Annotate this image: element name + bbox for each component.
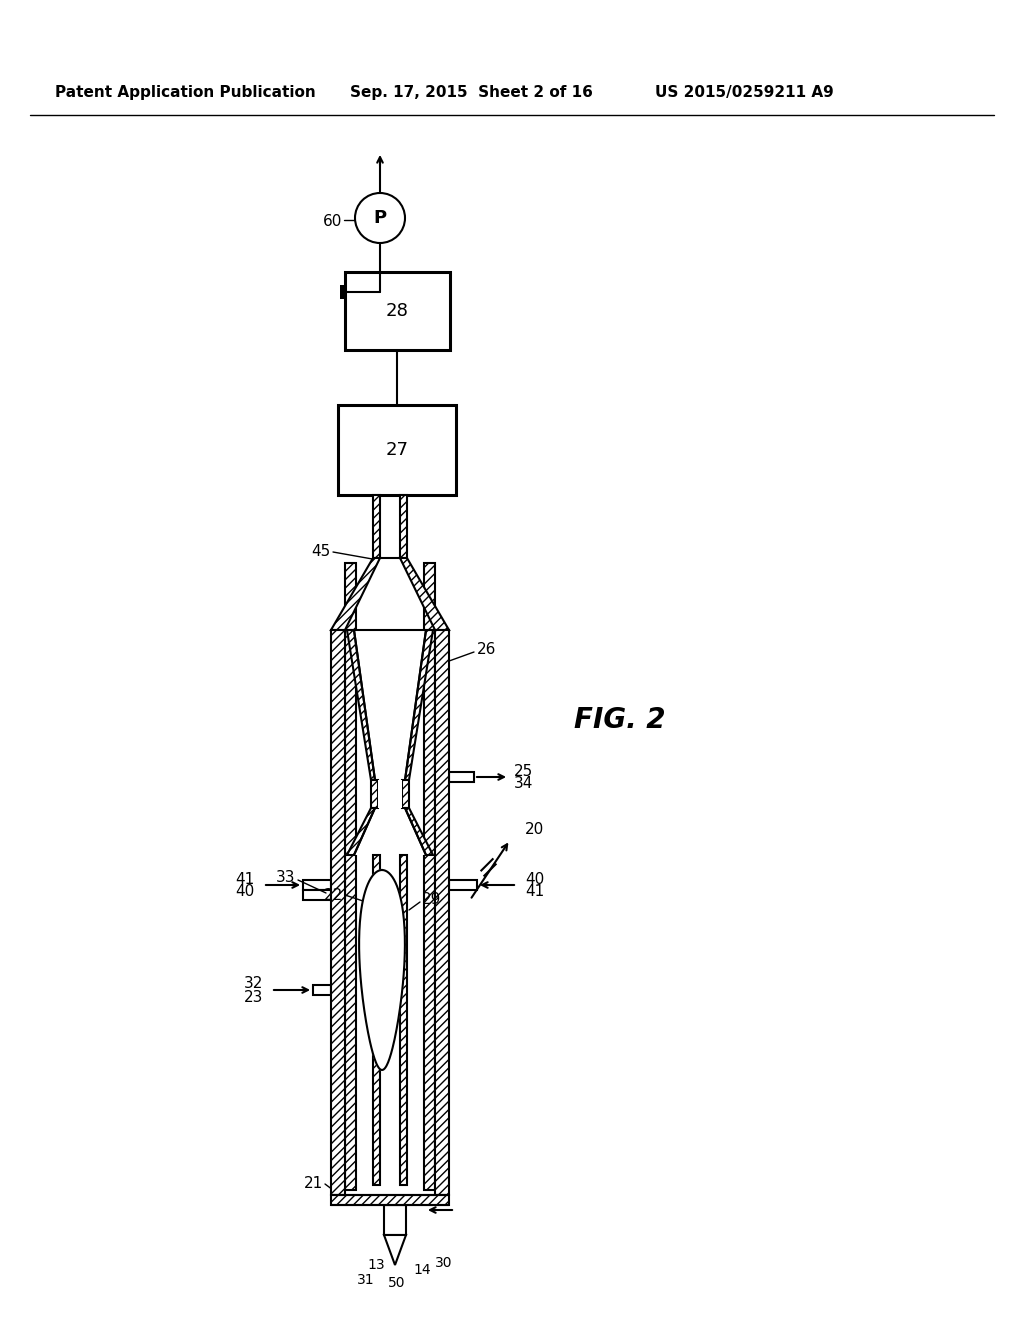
- Polygon shape: [354, 630, 426, 780]
- Text: 40: 40: [236, 884, 255, 899]
- Polygon shape: [406, 630, 433, 780]
- Text: 23: 23: [244, 990, 263, 1005]
- Text: 41: 41: [236, 871, 255, 887]
- Bar: [384, 1205, 406, 1236]
- Bar: [400, 1197, 410, 1203]
- Text: 27: 27: [385, 441, 409, 459]
- Bar: [313, 985, 331, 995]
- Bar: [371, 780, 378, 808]
- Bar: [331, 630, 345, 1195]
- Polygon shape: [384, 1236, 406, 1265]
- Text: 29: 29: [422, 892, 441, 908]
- Bar: [449, 880, 477, 890]
- Bar: [373, 495, 380, 558]
- Bar: [383, 1197, 393, 1203]
- Bar: [344, 272, 450, 350]
- Text: 25: 25: [514, 763, 534, 779]
- Circle shape: [355, 193, 406, 243]
- Text: 40: 40: [525, 871, 544, 887]
- Text: 50: 50: [388, 1276, 406, 1290]
- Polygon shape: [400, 558, 449, 630]
- Text: 26: 26: [477, 643, 497, 657]
- Text: Patent Application Publication: Patent Application Publication: [55, 84, 315, 99]
- Text: 28: 28: [386, 302, 409, 319]
- Text: FIG. 2: FIG. 2: [574, 706, 666, 734]
- Polygon shape: [347, 808, 375, 855]
- Polygon shape: [354, 808, 426, 855]
- Bar: [435, 630, 449, 1195]
- Bar: [424, 564, 435, 1191]
- Text: P: P: [374, 209, 387, 227]
- Bar: [400, 855, 407, 1185]
- Text: 45: 45: [311, 544, 331, 560]
- Text: 32: 32: [244, 975, 263, 990]
- Polygon shape: [359, 870, 404, 1071]
- Bar: [303, 890, 331, 900]
- Text: 30: 30: [435, 1257, 453, 1270]
- Bar: [373, 855, 380, 1185]
- Text: 14: 14: [413, 1263, 431, 1276]
- Bar: [345, 564, 356, 1191]
- Text: 20: 20: [525, 822, 544, 837]
- Bar: [340, 285, 344, 300]
- Text: 33: 33: [275, 870, 295, 886]
- Text: US 2015/0259211 A9: US 2015/0259211 A9: [655, 84, 834, 99]
- Text: 31: 31: [357, 1272, 375, 1287]
- Bar: [400, 495, 407, 558]
- Bar: [402, 780, 409, 808]
- Text: 21: 21: [304, 1176, 323, 1191]
- Bar: [331, 1195, 449, 1205]
- Polygon shape: [347, 630, 375, 780]
- Bar: [303, 880, 331, 890]
- Bar: [338, 405, 456, 495]
- Text: 13: 13: [368, 1258, 385, 1272]
- Bar: [380, 855, 400, 1185]
- Text: Sep. 17, 2015  Sheet 2 of 16: Sep. 17, 2015 Sheet 2 of 16: [350, 84, 593, 99]
- Polygon shape: [378, 780, 402, 808]
- Text: 22: 22: [324, 887, 343, 903]
- Polygon shape: [331, 558, 380, 630]
- Polygon shape: [406, 808, 433, 855]
- Text: 34: 34: [514, 776, 534, 792]
- Text: 60: 60: [323, 214, 342, 228]
- Bar: [449, 772, 474, 781]
- Text: 41: 41: [525, 884, 544, 899]
